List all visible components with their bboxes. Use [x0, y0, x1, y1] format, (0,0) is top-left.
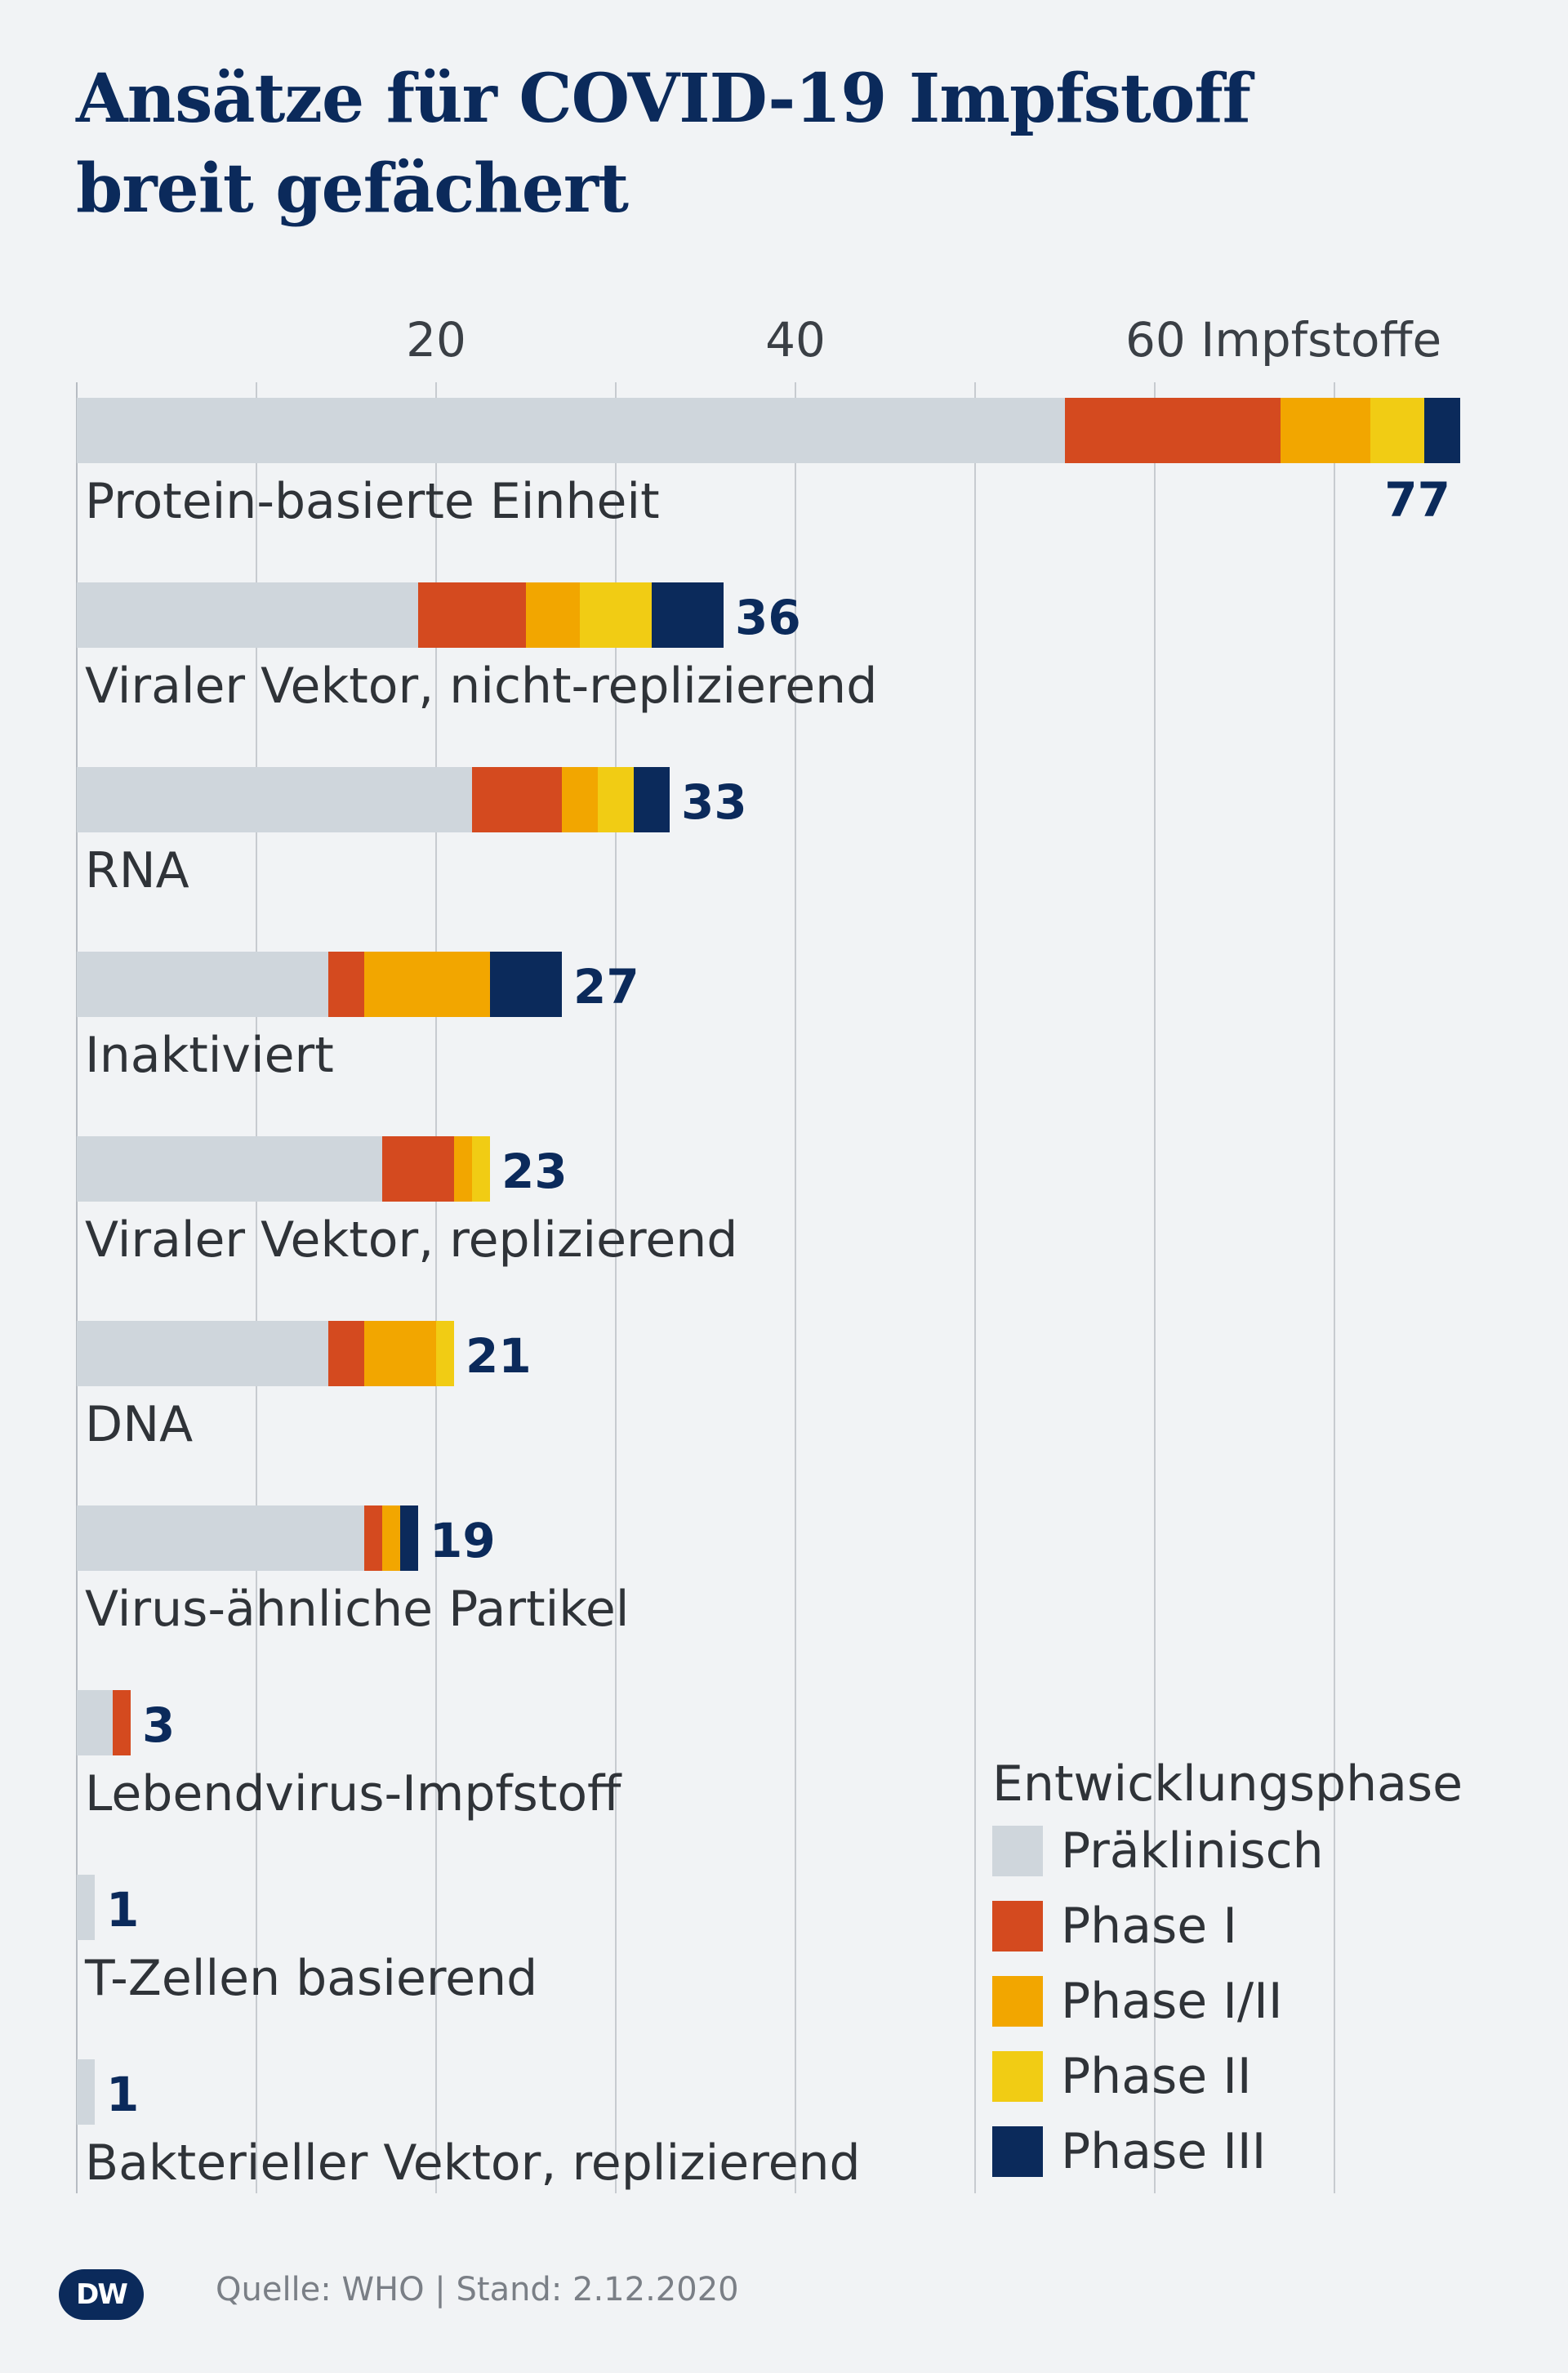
bar-segment — [77, 767, 472, 832]
legend-swatch — [992, 2051, 1043, 2102]
bar-segment — [113, 1690, 131, 1755]
x-tick-label: 60 Impfstoffe — [1125, 312, 1441, 368]
bar-total-label: 33 — [681, 774, 747, 830]
bar-segment — [382, 1505, 400, 1571]
chart-title: Ansätze für COVID-19 Impfstoff breit gef… — [76, 54, 1464, 234]
bar-segment — [454, 1136, 472, 1202]
category-label: Viraler Vektor, nicht-replizierend — [85, 658, 877, 715]
category-label: RNA — [85, 842, 189, 899]
bar-segment — [77, 398, 1065, 463]
bar-segment — [634, 767, 670, 832]
bar-segment — [77, 952, 328, 1017]
bar-segment — [472, 1136, 490, 1202]
legend-swatch — [992, 1826, 1043, 1876]
bar-total-label: 36 — [735, 590, 801, 645]
bar-total-label: 21 — [466, 1328, 532, 1384]
bar-segment — [77, 1505, 364, 1571]
bar-segment — [382, 1136, 454, 1202]
category-label: DNA — [85, 1396, 193, 1453]
bar-segment — [77, 582, 418, 648]
legend-label: Phase I/II — [1061, 1973, 1283, 2030]
bar-segment — [77, 1690, 113, 1755]
legend-swatch — [992, 2126, 1043, 2177]
legend-item: Phase I — [992, 1889, 1499, 1964]
bar-segment — [364, 1321, 436, 1386]
bar-segment — [77, 2059, 95, 2125]
x-tick-label: 40 — [765, 312, 826, 368]
bar-segment — [77, 1321, 328, 1386]
source-note: Quelle: WHO | Stand: 2.12.2020 — [216, 2271, 739, 2308]
bar-segment — [1065, 398, 1281, 463]
bar-total-label: 19 — [430, 1513, 496, 1568]
bar-segment — [652, 582, 724, 648]
bar-segment — [562, 767, 598, 832]
category-label: T-Zellen basierend — [84, 1950, 537, 2007]
bar-total-label: 27 — [573, 959, 639, 1015]
legend-label: Präklinisch — [1061, 1822, 1324, 1880]
legend-item: Phase I/II — [992, 1964, 1499, 2039]
category-label: Viraler Vektor, replizierend — [85, 1211, 737, 1269]
bar-segment — [328, 952, 364, 1017]
bar-segment — [580, 582, 652, 648]
x-tick-label: 20 — [406, 312, 466, 368]
bar-segment — [400, 1505, 418, 1571]
category-label: Inaktiviert — [85, 1027, 334, 1084]
bar-segment — [364, 1505, 382, 1571]
category-label: Bakterieller Vektor, replizierend — [85, 2134, 861, 2192]
legend-label: Phase II — [1061, 2048, 1252, 2105]
bar-segment — [77, 1136, 382, 1202]
legend: Entwicklungsphase Präklinisch Phase I Phas… — [992, 1755, 1499, 2189]
legend-label: Phase III — [1061, 2123, 1267, 2180]
bar-segment — [328, 1321, 364, 1386]
category-label: Lebendvirus-Impfstoff — [85, 1765, 622, 1822]
bar-total-label: 1 — [106, 1882, 139, 1938]
bar-total-label: 3 — [142, 1697, 175, 1753]
bar-segment — [598, 767, 634, 832]
bar-segment — [77, 1875, 95, 1940]
bar-segment — [364, 952, 490, 1017]
category-label: Protein-basierte Einheit — [85, 473, 660, 530]
bar-segment — [418, 582, 526, 648]
bar-segment — [1281, 398, 1370, 463]
bar-segment — [1370, 398, 1424, 463]
legend-item: Phase II — [992, 2039, 1499, 2114]
bar-segment — [472, 767, 562, 832]
legend-item: Phase III — [992, 2114, 1499, 2189]
bar-total-label: 1 — [106, 2067, 139, 2122]
bar-segment — [1424, 398, 1460, 463]
legend-swatch — [992, 1976, 1043, 2027]
category-label: Virus-ähnliche Partikel — [85, 1581, 629, 1638]
chart-title-line2: breit gefächert — [76, 149, 629, 228]
bar-segment — [490, 952, 562, 1017]
bar-total-label: 23 — [501, 1144, 568, 1199]
dw-logo: DW — [59, 2269, 144, 2320]
legend-label: Phase I — [1061, 1898, 1237, 1955]
bar-total-label: 77 — [1384, 472, 1450, 528]
chart-title-line1: Ansätze für COVID-19 Impfstoff — [76, 60, 1251, 138]
bar-segment — [526, 582, 580, 648]
legend-items: Präklinisch Phase I Phase I/II Phase II Phas… — [992, 1813, 1499, 2189]
legend-swatch — [992, 1901, 1043, 1951]
legend-item: Präklinisch — [992, 1813, 1499, 1889]
legend-title: Entwicklungsphase — [992, 1755, 1463, 1813]
bar-segment — [436, 1321, 454, 1386]
